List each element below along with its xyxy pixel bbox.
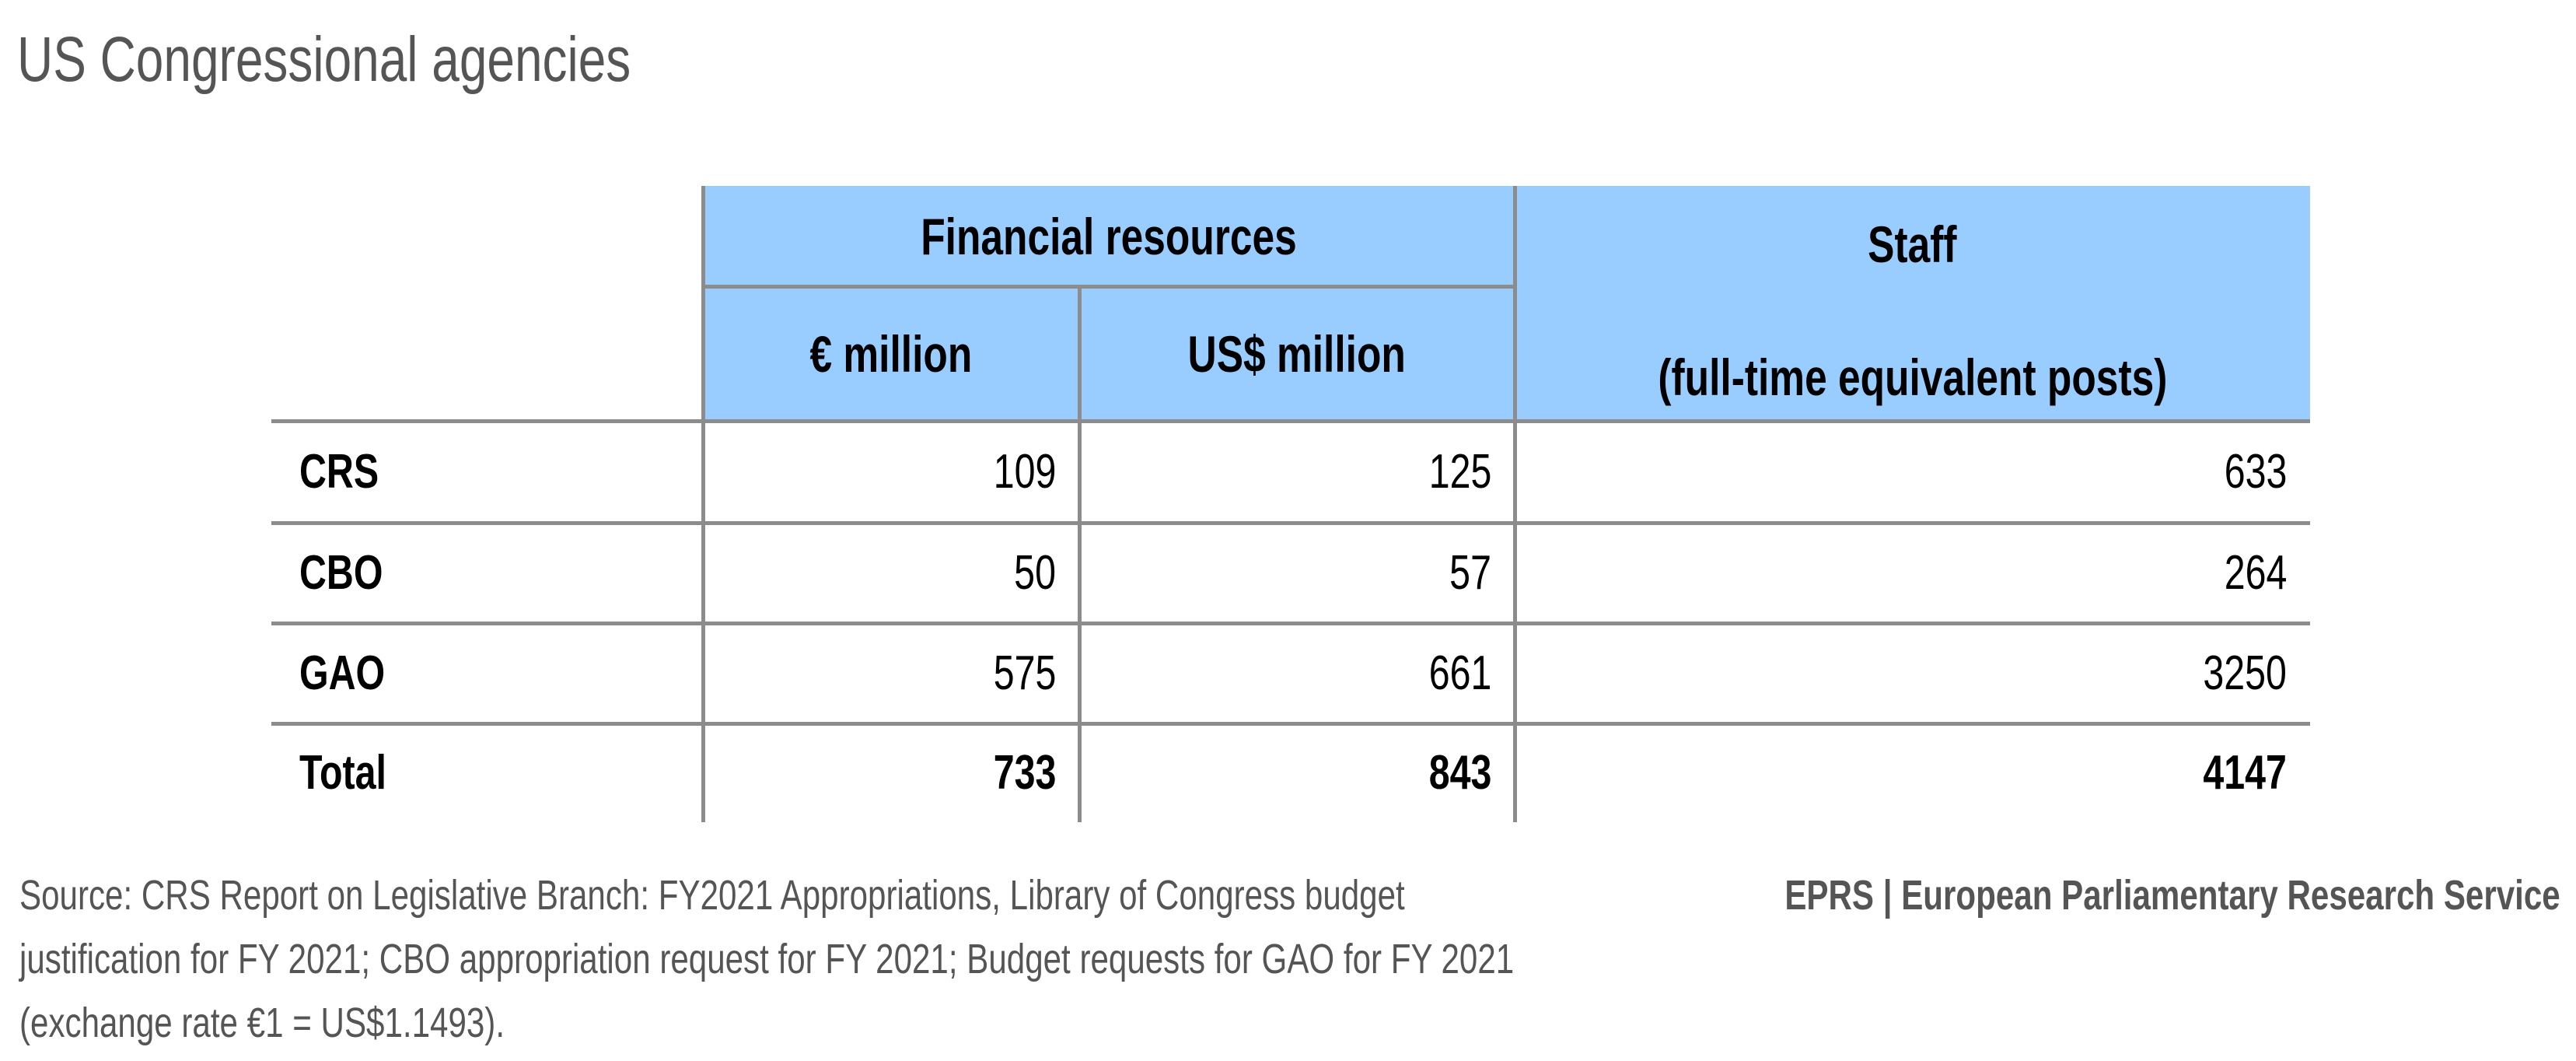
row-label: GAO — [299, 646, 386, 700]
cell-eur: 733 — [993, 746, 1056, 800]
grid-line — [271, 722, 2310, 726]
cell-usd: 125 — [1428, 445, 1491, 499]
credit: EPRS | European Parliamentary Research S… — [1784, 872, 2560, 919]
header-background — [703, 186, 2310, 421]
header-financial-resources: Financial resources — [921, 207, 1297, 265]
header-usd-million: US$ million — [1187, 324, 1407, 383]
row-label: CRS — [299, 445, 379, 499]
header-staff-subtitle: (full-time equivalent posts) — [1657, 348, 2167, 406]
cell-usd: 57 — [1449, 546, 1491, 600]
grid-line — [271, 521, 2310, 525]
grid-line — [1513, 186, 1517, 822]
header-eur-million: € million — [809, 324, 973, 383]
cell-usd: 661 — [1428, 646, 1491, 700]
grid-line — [703, 285, 1515, 289]
cell-staff: 4147 — [2203, 746, 2287, 800]
row-label: CBO — [299, 546, 383, 600]
cell-staff: 633 — [2224, 445, 2287, 499]
page-title: US Congressional agencies — [17, 24, 631, 95]
grid-line — [1078, 286, 1082, 822]
header-staff: Staff — [1868, 215, 1957, 273]
row-label: Total — [299, 746, 386, 800]
cell-eur: 50 — [1014, 546, 1056, 600]
cell-staff: 3250 — [2203, 646, 2287, 700]
cell-eur: 575 — [993, 646, 1056, 700]
source-note: Source: CRS Report on Legislative Branch… — [19, 872, 1515, 1046]
grid-line — [271, 419, 2310, 423]
cell-eur: 109 — [993, 445, 1056, 499]
grid-line — [701, 186, 705, 822]
cell-usd: 843 — [1428, 746, 1491, 800]
grid-line — [271, 622, 2310, 625]
cell-staff: 264 — [2224, 546, 2287, 600]
